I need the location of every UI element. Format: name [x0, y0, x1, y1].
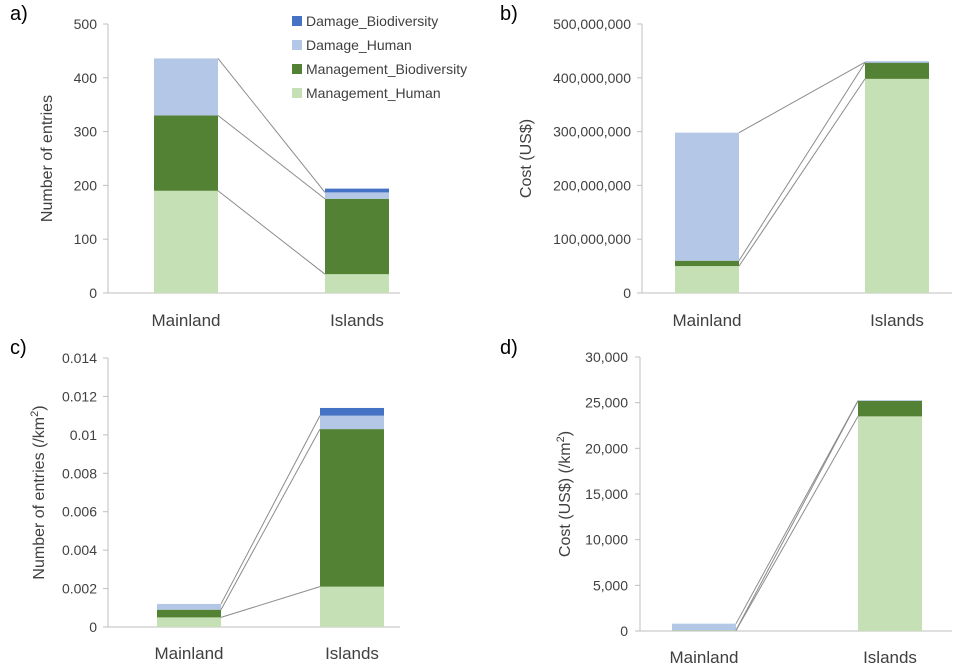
bar-management-human-islands [325, 274, 389, 293]
panel-label: d) [500, 337, 518, 359]
bar-damage-biodiversity-islands [320, 407, 384, 416]
y-tick-label: 200 [74, 177, 98, 193]
y-tick-label: 100 [74, 231, 98, 247]
category-label: Islands [870, 311, 924, 330]
category-label: Islands [330, 311, 384, 330]
panel-label: c) [10, 337, 27, 359]
category-label: Islands [325, 644, 379, 663]
category-label: Mainland [670, 648, 739, 667]
connector-line [217, 190, 326, 275]
y-tick-label: 0.012 [62, 388, 97, 404]
category-label: Mainland [673, 311, 742, 330]
category-label: Islands [863, 648, 917, 667]
connector-line [220, 415, 321, 605]
bar-damage-human-mainland [675, 132, 739, 261]
y-tick-label: 10,000 [585, 532, 628, 548]
bar-damage-human-mainland [672, 623, 736, 631]
category-label: Mainland [155, 644, 224, 663]
chart-panel-d: d) 0 5,000 10,000 15,000 20,000 25,000 30,000 Co… [500, 337, 952, 667]
connector-line [735, 416, 859, 631]
panel-label: a) [10, 3, 28, 25]
bar-damage-human-mainland [157, 603, 221, 610]
bar-management-human-islands [858, 416, 922, 631]
y-tick-label: 0.01 [70, 427, 97, 443]
y-tick-label: 0.004 [62, 542, 97, 558]
y-axis-label: Number of entries [39, 95, 56, 222]
bar-damage-human-islands [320, 415, 384, 430]
legend-entry: Damage_Biodiversity [306, 13, 438, 29]
bar-damage-biodiversity-islands [865, 61, 929, 63]
bar-damage-human-mainland [154, 58, 218, 116]
connector-line [217, 115, 326, 200]
y-tick-label: 0 [89, 619, 97, 635]
panel-label: b) [500, 3, 518, 25]
y-tick-label: 400,000,000 [553, 70, 631, 86]
connector-line [738, 62, 866, 261]
y-tick-label: 0.008 [62, 465, 97, 481]
y-tick-label: 0 [89, 285, 97, 301]
bar-management-human-islands [865, 78, 929, 293]
connector-line [217, 58, 326, 193]
y-tick-label: 0.006 [62, 504, 97, 520]
connector-line [735, 400, 859, 624]
y-tick-label: 5,000 [593, 577, 628, 593]
chart-panel-a: a) 0 100 200 300 400 500 Number of entries Mainl… [10, 3, 400, 330]
y-tick-label: 300 [74, 124, 98, 140]
connector-line [735, 400, 859, 631]
bar-management-human-mainland [154, 190, 218, 293]
legend: Damage_Biodiversity Damage_Human Managemen… [292, 13, 467, 101]
bar-damage-biodiversity-islands [325, 188, 389, 193]
legend-swatch [292, 40, 302, 50]
y-tick-label: 300,000,000 [553, 124, 631, 140]
bar-management-biodiversity-mainland [154, 115, 218, 191]
y-tick-label: 0 [620, 623, 628, 639]
chart-panel-c: c) 0 0.002 0.004 0.006 0.008 0.01 0.012 0.014 Num… [10, 337, 400, 663]
y-tick-label: 25,000 [585, 395, 628, 411]
y-tick-label: 400 [74, 70, 98, 86]
y-tick-label: 15,000 [585, 486, 628, 502]
bar-management-biodiversity-islands [325, 198, 389, 275]
legend-entry: Management_Human [306, 85, 441, 101]
chart-panel-b: b) 0 100,000,000 200,000,000 300,000,000 400,… [500, 3, 952, 330]
y-axis-label: Cost (US$) [518, 119, 535, 198]
bar-management-human-islands [320, 586, 384, 627]
connector-line [220, 428, 321, 610]
legend-entry: Damage_Human [306, 37, 412, 53]
bar-management-biodiversity-islands [858, 400, 922, 417]
bar-management-biodiversity-islands [320, 429, 384, 587]
bar-management-biodiversity-islands [865, 62, 929, 79]
y-tick-label: 500,000,000 [553, 16, 631, 32]
legend-swatch [292, 16, 302, 26]
connector-line [738, 61, 866, 134]
y-tick-label: 100,000,000 [553, 231, 631, 247]
legend-swatch [292, 64, 302, 74]
y-axis-label: Cost (US$) (/km2) [555, 431, 574, 557]
y-tick-label: 200,000,000 [553, 177, 631, 193]
bar-management-human-mainland [675, 266, 739, 293]
y-tick-label: 0.002 [62, 581, 97, 597]
bar-management-biodiversity-mainland [675, 260, 739, 267]
category-label: Mainland [152, 311, 221, 330]
legend-entry: Management_Biodiversity [306, 61, 467, 77]
y-tick-label: 500 [74, 16, 98, 32]
connector-line [220, 586, 321, 618]
y-tick-label: 30,000 [585, 349, 628, 365]
y-tick-label: 0.014 [62, 350, 97, 366]
legend-swatch [292, 88, 302, 98]
bar-management-biodiversity-mainland [157, 609, 221, 618]
connector-line [738, 78, 866, 267]
y-tick-label: 0 [623, 285, 631, 301]
bar-damage-human-islands [865, 62, 929, 63]
bar-management-human-mainland [157, 617, 221, 627]
bar-damage-human-islands [325, 192, 389, 199]
y-axis-label: Number of entries (/km2) [29, 405, 48, 579]
y-tick-label: 20,000 [585, 440, 628, 456]
